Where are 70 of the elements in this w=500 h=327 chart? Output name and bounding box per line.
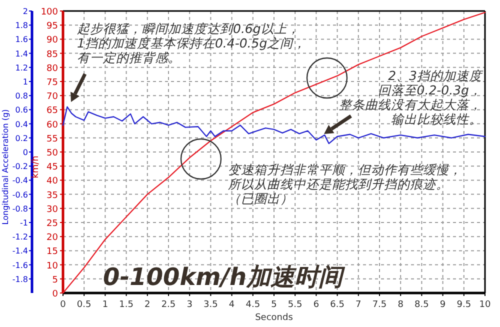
y-tick-label: 75 <box>46 78 58 88</box>
y-tick-label: 50 <box>46 148 58 158</box>
y2-tick-label: -0.6 <box>12 190 28 200</box>
y-tick-label: 70 <box>46 92 58 102</box>
y2-tick-label: -0.2 <box>12 162 28 172</box>
x-tick-label: 0 <box>60 300 66 310</box>
x-tick-label: 0.5 <box>76 300 92 310</box>
x-tick-label: 8.5 <box>414 300 429 310</box>
y-tick-label: 80 <box>46 64 58 74</box>
y-tick-label: 10 <box>46 261 58 272</box>
x-axis-title: Seconds <box>255 313 294 323</box>
y2-tick-label: 1.6 <box>15 35 28 44</box>
x-tick-label: 1.5 <box>119 300 134 310</box>
y2-tick-label: -1.6 <box>12 260 28 270</box>
annotation: 变速箱升挡非常平顺，但动作有些缓慢，所以从曲线中还是能找到升挡的痕迹。（已圈出） <box>228 162 462 206</box>
y2-tick-label: 1.8 <box>15 21 28 30</box>
x-tick-label: 9.5 <box>456 300 472 310</box>
x-tick-label: 10 <box>479 300 491 310</box>
y2-tick-label: 1 <box>22 78 28 86</box>
y-tick-label: 95 <box>46 22 58 32</box>
x-tick-label: 7.5 <box>372 300 387 310</box>
x-tick-label: 4.5 <box>246 300 260 310</box>
x-tick-label: 7 <box>356 300 362 310</box>
text: 0-100km/h加速时间 <box>103 263 346 291</box>
y2-tick-label: 0.2 <box>15 134 28 143</box>
y-tick-label: 35 <box>46 190 58 201</box>
y-tick-label: 90 <box>46 36 58 46</box>
y2-tick-label: -1.2 <box>12 232 28 242</box>
y-tick-label: 85 <box>46 50 58 60</box>
line-series <box>62 12 486 294</box>
y-tick-label: 20 <box>46 233 58 244</box>
y-tick-label: 40 <box>46 176 58 187</box>
y2-tick-label: -1 <box>20 218 28 228</box>
y-tick-label: 30 <box>46 204 58 215</box>
x-tick-label: 9 <box>440 300 446 310</box>
y2-tick-label: -0.8 <box>12 204 28 214</box>
y-tick-label: 65 <box>46 106 58 116</box>
y-axis-title: km/h <box>31 156 41 178</box>
y-tick-label: 25 <box>46 219 58 229</box>
y-tick-label: 100 <box>40 8 58 18</box>
x-tick-label: 2.5 <box>161 300 176 310</box>
y2-tick-label: 1.4 <box>15 49 28 58</box>
x-tick-label: 4 <box>228 300 235 310</box>
y-tick-label: 45 <box>46 162 58 173</box>
annotation: 起步很猛，瞬间加速度达到0.6g以上，1挡的加速度基本保持在0.4-0.5g之间，有一定的推背感。 <box>77 21 306 65</box>
x-tick-label: 6 <box>313 300 320 310</box>
y-tick-label: 15 <box>46 247 58 258</box>
x-tick-label: 3 <box>186 300 192 310</box>
x-tick-label: 2 <box>144 300 150 310</box>
y2-tick-label: -1.4 <box>12 246 28 256</box>
y2-axis-title: Longitudinal Acceleration (g) <box>1 109 10 225</box>
x-tick-label: 5.5 <box>288 300 302 310</box>
x-tick-label: 5 <box>271 300 277 310</box>
y2-tick-label: 0.8 <box>15 92 28 101</box>
y2-tick-label: 0 <box>22 148 28 157</box>
y2-tick-label: 0.6 <box>15 106 28 115</box>
y-tick-label: 5 <box>52 275 58 286</box>
annotation: 2、3挡的加速度回落至0.2-0.3g，整条曲线没有大起大落，输出比较线性。 <box>339 68 484 126</box>
y2-tick-label: 0.4 <box>15 120 28 129</box>
y-tick-label: 60 <box>46 120 58 130</box>
y-tick-label: 0 <box>52 290 58 300</box>
y2-tick-label: 2 <box>22 7 28 16</box>
x-tick-label: 3.5 <box>204 300 218 310</box>
x-tick-label: 6.5 <box>330 300 344 310</box>
x-tick-label: 8 <box>398 300 404 310</box>
y2-tick-label: -1.8 <box>12 274 28 284</box>
y2-tick-label: -0.4 <box>12 176 28 186</box>
x-tick-label: 1 <box>102 300 108 310</box>
y-tick-label: 55 <box>46 134 58 144</box>
y2-tick-label: 1.2 <box>15 63 28 72</box>
